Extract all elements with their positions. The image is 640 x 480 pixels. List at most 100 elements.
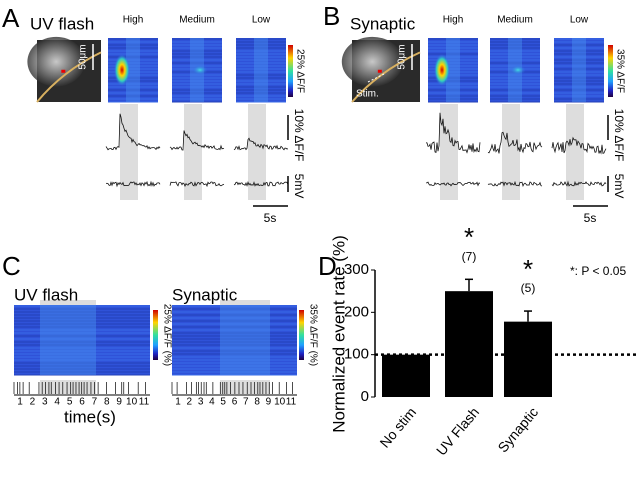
heatmap-row [172,50,222,52]
time-tick-label: 11 [286,397,297,408]
heatmap-row [236,77,286,79]
heatmap-row [236,71,286,73]
y-tick-label: 100 [344,346,369,363]
heatmap-row [108,71,158,73]
heatmap-row [554,53,604,55]
heatmap-row [172,74,222,76]
heatmap-row [428,47,478,49]
heatmap-row [108,83,158,85]
heatmap-row [14,371,150,373]
heatmap-row [14,344,150,346]
heatmap-row [490,101,540,103]
heatmap-row [490,50,540,52]
roi [377,69,382,73]
stim-band [440,104,458,200]
heatmap-row [172,47,222,49]
heatmap-spot [192,65,208,75]
heatmap-row [14,332,150,334]
heatmap-row [14,335,150,337]
colorbar [299,310,304,360]
heatmap-band [572,38,586,102]
panel-label: D [318,251,337,281]
panel-label: C [2,251,21,281]
heatmap-row [236,53,286,55]
heatmap-row [172,350,297,352]
heatmap-row [14,323,150,325]
trace [551,180,607,187]
trace [487,131,543,154]
colorbar [288,45,293,97]
heatmap-row [108,56,158,58]
time-tick-label: 8 [254,397,260,408]
heatmap-row [428,59,478,61]
trace [233,180,289,187]
time-tick-label: 4 [54,397,60,408]
n-label: (7) [462,249,477,263]
heatmap-row [172,95,222,97]
y-tick-label: 300 [344,261,369,278]
heatmap-row [428,98,478,100]
heatmap-row [428,74,478,76]
heatmap-row [172,359,297,361]
heatmap-row [236,101,286,103]
heatmap-row [236,83,286,85]
heatmap-row [172,338,297,340]
time-tick-label: 8 [104,397,110,408]
condition-label: Medium [179,15,215,26]
heatmap-row [172,335,297,337]
heatmap-row [428,53,478,55]
colorbar-label: 35% ΔF/F [614,49,625,93]
panel-label: A [2,3,20,33]
heatmap-row [428,95,478,97]
heatmap-row [14,356,150,358]
time-tick-label: 9 [116,397,122,408]
roi [61,69,66,73]
heatmap-row [108,98,158,100]
heatmap-row [14,326,150,328]
heatmap-row [14,329,150,331]
heatmap-row [14,311,150,313]
scale-label: 5s [264,211,277,225]
trace [105,180,161,188]
heatmap-row [108,92,158,94]
heatmap-row [490,62,540,64]
heatmap-band [126,38,140,102]
heatmap-row [236,50,286,52]
significance: * [464,222,474,252]
heatmap-row [108,95,158,97]
heatmap-band [40,305,96,375]
time-tick-label: 3 [42,397,48,408]
condition-label: Medium [497,15,533,26]
heatmap-row [236,59,286,61]
panel-label: B [323,1,340,31]
heatmap-row [490,80,540,82]
trace [233,137,289,151]
heatmap-row [554,95,604,97]
heatmap-row [554,92,604,94]
heatmap-spot [114,54,130,86]
heatmap-row [172,356,297,358]
heatmap-row [236,74,286,76]
heatmap-row [172,56,222,58]
heatmap-row [172,320,297,322]
heatmap-row [172,53,222,55]
colorbar [608,45,613,97]
trace [169,181,225,188]
heatmap-row [172,44,222,46]
heatmap-row [108,65,158,67]
heatmap-row [172,323,297,325]
time-tick-label: 10 [126,397,138,408]
heatmap-row [172,362,297,364]
heatmap-row [172,308,297,310]
panel-title: UV flash [30,14,94,33]
heatmap-row [172,314,297,316]
stim-shade [40,380,96,394]
trace [425,112,481,154]
heatmap-row [14,359,150,361]
heatmap-row [108,89,158,91]
heatmap-row [14,317,150,319]
heatmap-row [236,68,286,70]
stim-shade [220,300,270,305]
heatmap-row [554,59,604,61]
y-axis-label: Normalized event rate (%) [329,235,348,432]
